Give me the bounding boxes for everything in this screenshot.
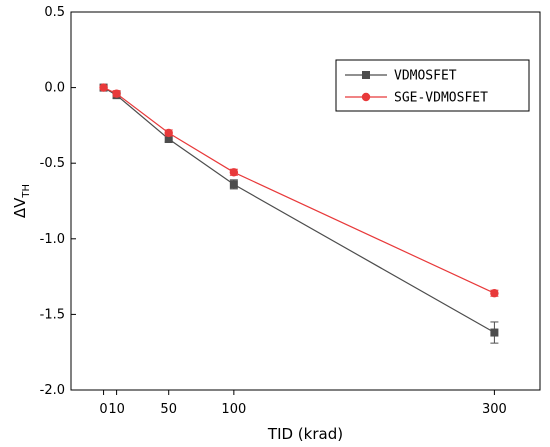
y-axis-title-main: ΔV [11, 197, 29, 218]
y-tick-label: -0.5 [40, 156, 65, 171]
data-point [112, 89, 121, 98]
y-tick-label: 0.5 [44, 5, 65, 20]
data-point [164, 135, 173, 144]
data-point [229, 180, 238, 189]
series-layer [99, 83, 499, 344]
series-line [103, 87, 495, 334]
legend-label: SGE-VDMOSFET [394, 91, 488, 106]
x-axis-title: TID (krad) [267, 425, 343, 443]
y-tick-label: 0.0 [44, 81, 65, 96]
legend-marker [362, 71, 370, 79]
y-tick-label: -1.5 [40, 307, 65, 322]
axes-layer: 0.5 0.0 -0.5 -1.0 -1.5 -2.0 0 10 50 100 300 [40, 5, 507, 417]
series-sge-vdmosfet [99, 83, 499, 298]
legend-marker [361, 92, 371, 102]
plot-frame [70, 11, 541, 391]
y-axis-title-sub: TH [21, 184, 32, 199]
x-tick-label: 300 [482, 402, 507, 417]
x-tick-label: 10 [108, 402, 125, 417]
legend: VDMOSFET SGE-VDMOSFET [335, 59, 530, 112]
y-axis-title: ΔVTH [11, 184, 32, 218]
y-tick-label: -1.0 [40, 232, 65, 247]
x-tick-label: 100 [221, 402, 246, 417]
x-tick-label: 50 [160, 402, 177, 417]
x-tick-label: 0 [99, 402, 107, 417]
series-vdmosfet [99, 83, 499, 344]
data-point [490, 289, 499, 298]
data-point [490, 328, 499, 337]
data-point [164, 128, 173, 138]
y-tick-label: -2.0 [40, 383, 65, 398]
data-point [99, 83, 108, 92]
legend-label: VDMOSFET [394, 69, 457, 84]
series-line [103, 87, 495, 294]
data-point [229, 168, 239, 177]
legend-box [335, 59, 530, 112]
